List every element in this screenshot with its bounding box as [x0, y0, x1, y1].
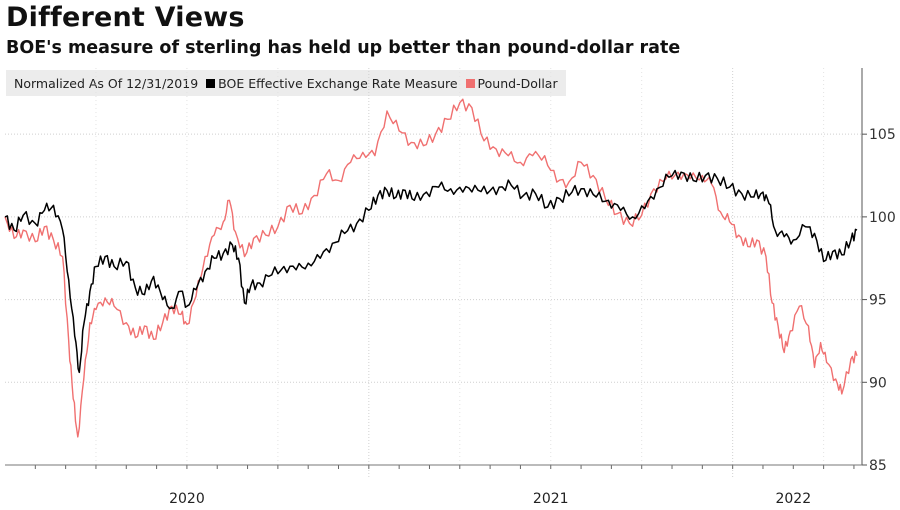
x-tick-label-2021: 2021: [533, 491, 569, 507]
series-line-boe: [4, 169, 858, 374]
legend-normalized-note: Normalized As Of 12/31/2019: [14, 75, 199, 91]
legend-label-pound-dollar: Pound-Dollar: [477, 75, 558, 91]
chart-title: Different Views: [6, 2, 245, 33]
series-line-pound-dollar: [4, 98, 858, 438]
y-tick-label-95: 95: [869, 293, 887, 309]
y-tick-label-85: 85: [869, 458, 887, 474]
legend-swatch-boe: [206, 78, 216, 88]
chart-subtitle: BOE's measure of sterling has held up be…: [6, 38, 681, 58]
y-tick-label-90: 90: [869, 375, 887, 391]
legend-swatch-pound-dollar: [465, 78, 475, 88]
legend-label-boe: BOE Effective Exchange Rate Measure: [218, 75, 458, 91]
x-tick-label-2022: 2022: [775, 491, 811, 507]
y-tick-label-105: 105: [869, 127, 896, 143]
x-tick-label-2020: 2020: [169, 491, 205, 507]
chart-legend: Normalized As Of 12/31/2019 BOE Effectiv…: [6, 70, 566, 96]
y-tick-label-100: 100: [869, 210, 896, 226]
